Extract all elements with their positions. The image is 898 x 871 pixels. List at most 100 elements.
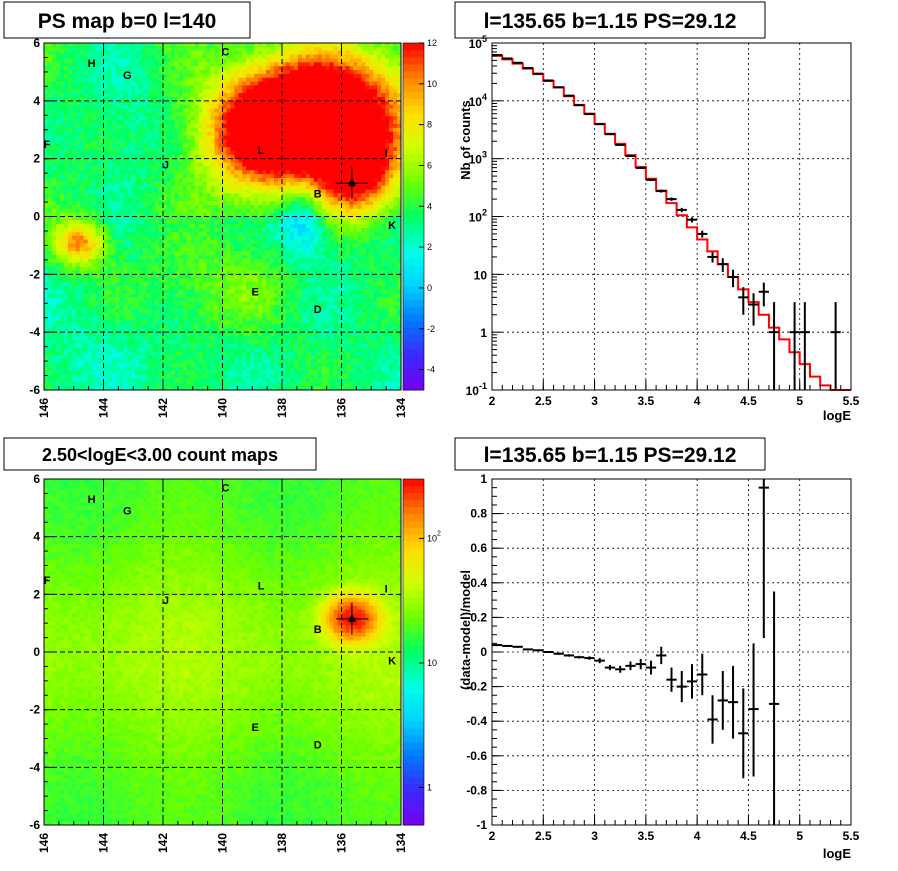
heatmap-cell bbox=[59, 193, 65, 198]
heatmap-cell bbox=[182, 89, 188, 94]
heatmap-cell bbox=[44, 120, 49, 125]
heatmap-cell bbox=[206, 166, 211, 171]
heatmap-cell bbox=[91, 289, 96, 295]
heatmap-cell bbox=[147, 258, 152, 264]
heatmap-cell bbox=[139, 204, 144, 210]
heatmap-cell bbox=[131, 120, 136, 125]
heatmap-cell bbox=[230, 274, 235, 279]
heatmap-cell bbox=[99, 139, 104, 144]
heatmap-cell bbox=[123, 370, 128, 375]
heatmap-cell bbox=[115, 328, 120, 333]
heatmap-cell bbox=[95, 89, 100, 94]
heatmap-cell bbox=[202, 378, 208, 383]
heatmap-cell bbox=[63, 189, 69, 194]
heatmap-cell bbox=[222, 201, 227, 206]
heatmap-cell bbox=[131, 73, 136, 79]
heatmap-cell bbox=[163, 96, 168, 102]
heatmap-cell bbox=[194, 255, 200, 260]
heatmap-cell bbox=[44, 328, 49, 333]
heatmap-cell bbox=[59, 147, 65, 152]
heatmap-cell bbox=[258, 282, 263, 287]
heatmap-cell bbox=[174, 347, 180, 352]
heatmap-cell bbox=[91, 301, 96, 306]
heatmap-cell bbox=[44, 181, 49, 187]
heatmap-cell bbox=[111, 228, 116, 233]
heatmap-cell bbox=[119, 166, 124, 171]
heatmap-cell bbox=[174, 66, 180, 71]
heatmap-cell bbox=[75, 370, 81, 375]
heatmap-cell bbox=[202, 112, 208, 117]
heatmap-cell bbox=[51, 201, 57, 206]
heatmap-cell bbox=[194, 104, 200, 109]
heatmap-cell bbox=[155, 382, 160, 387]
heatmap-cell bbox=[155, 158, 160, 163]
heatmap-cell bbox=[87, 120, 92, 125]
heatmap-cell bbox=[166, 289, 172, 295]
heatmap-cell bbox=[135, 108, 140, 113]
heatmap-cell bbox=[159, 320, 164, 325]
heatmap-cell bbox=[170, 127, 176, 133]
heatmap-cell bbox=[155, 58, 160, 63]
heatmap-cell bbox=[254, 89, 259, 94]
heatmap-cell bbox=[99, 278, 104, 283]
heatmap-cell bbox=[139, 43, 144, 48]
heatmap-cell bbox=[47, 181, 53, 187]
heatmap-cell bbox=[51, 255, 57, 260]
heatmap-cell bbox=[103, 212, 108, 217]
heatmap-cell bbox=[202, 220, 208, 225]
heatmap-cell bbox=[178, 251, 184, 256]
heatmap-cell bbox=[111, 139, 116, 144]
heatmap-cell bbox=[190, 262, 196, 268]
heatmap-cell bbox=[99, 143, 104, 148]
heatmap-cell bbox=[55, 46, 61, 52]
heatmap-cell bbox=[178, 116, 184, 121]
heatmap-cell bbox=[238, 43, 243, 48]
heatmap-cell bbox=[131, 378, 136, 383]
heatmap-cell bbox=[163, 309, 168, 314]
heatmap-cell bbox=[151, 266, 156, 271]
heatmap-cell bbox=[75, 93, 81, 98]
heatmap-cell bbox=[186, 285, 192, 291]
heatmap-cell bbox=[202, 363, 208, 368]
heatmap-cell bbox=[170, 320, 176, 325]
heatmap-cell bbox=[230, 355, 235, 360]
heatmap-cell bbox=[254, 316, 259, 321]
heatmap-cell bbox=[127, 139, 132, 144]
heatmap-cell bbox=[238, 320, 243, 325]
heatmap-cell bbox=[99, 85, 104, 90]
heatmap-cell bbox=[111, 328, 116, 333]
heatmap-cell bbox=[258, 339, 263, 345]
heatmap-cell bbox=[87, 96, 92, 102]
heatmap-cell bbox=[107, 220, 112, 225]
heatmap-cell bbox=[111, 274, 116, 279]
heatmap-cell bbox=[103, 363, 108, 368]
heatmap-cell bbox=[135, 316, 140, 321]
heatmap-cell bbox=[190, 355, 196, 360]
heatmap-cell bbox=[194, 120, 200, 125]
heatmap-cell bbox=[178, 185, 184, 190]
heatmap-cell bbox=[242, 62, 247, 67]
heatmap-cell bbox=[151, 212, 156, 217]
heatmap-cell bbox=[131, 370, 136, 375]
heatmap-cell bbox=[135, 243, 140, 248]
heatmap-cell bbox=[51, 77, 57, 82]
heatmap-cell bbox=[234, 378, 239, 383]
heatmap-cell bbox=[166, 293, 172, 298]
heatmap-cell bbox=[258, 54, 263, 59]
heatmap-cell bbox=[107, 77, 112, 82]
heatmap-cell bbox=[222, 382, 227, 387]
heatmap-cell bbox=[71, 204, 77, 210]
heatmap-cell bbox=[186, 309, 192, 314]
heatmap-cell bbox=[214, 347, 219, 352]
heatmap-cell bbox=[155, 46, 160, 52]
heatmap-cell bbox=[83, 66, 89, 71]
heatmap-cell bbox=[119, 123, 124, 129]
heatmap-cell bbox=[99, 258, 104, 264]
heatmap-cell bbox=[178, 104, 184, 109]
heatmap-cell bbox=[151, 112, 156, 117]
heatmap-cell bbox=[170, 62, 176, 67]
heatmap-cell bbox=[186, 104, 192, 109]
heatmap-cell bbox=[242, 332, 247, 337]
heatmap-cell bbox=[254, 174, 259, 179]
heatmap-cell bbox=[91, 266, 96, 271]
